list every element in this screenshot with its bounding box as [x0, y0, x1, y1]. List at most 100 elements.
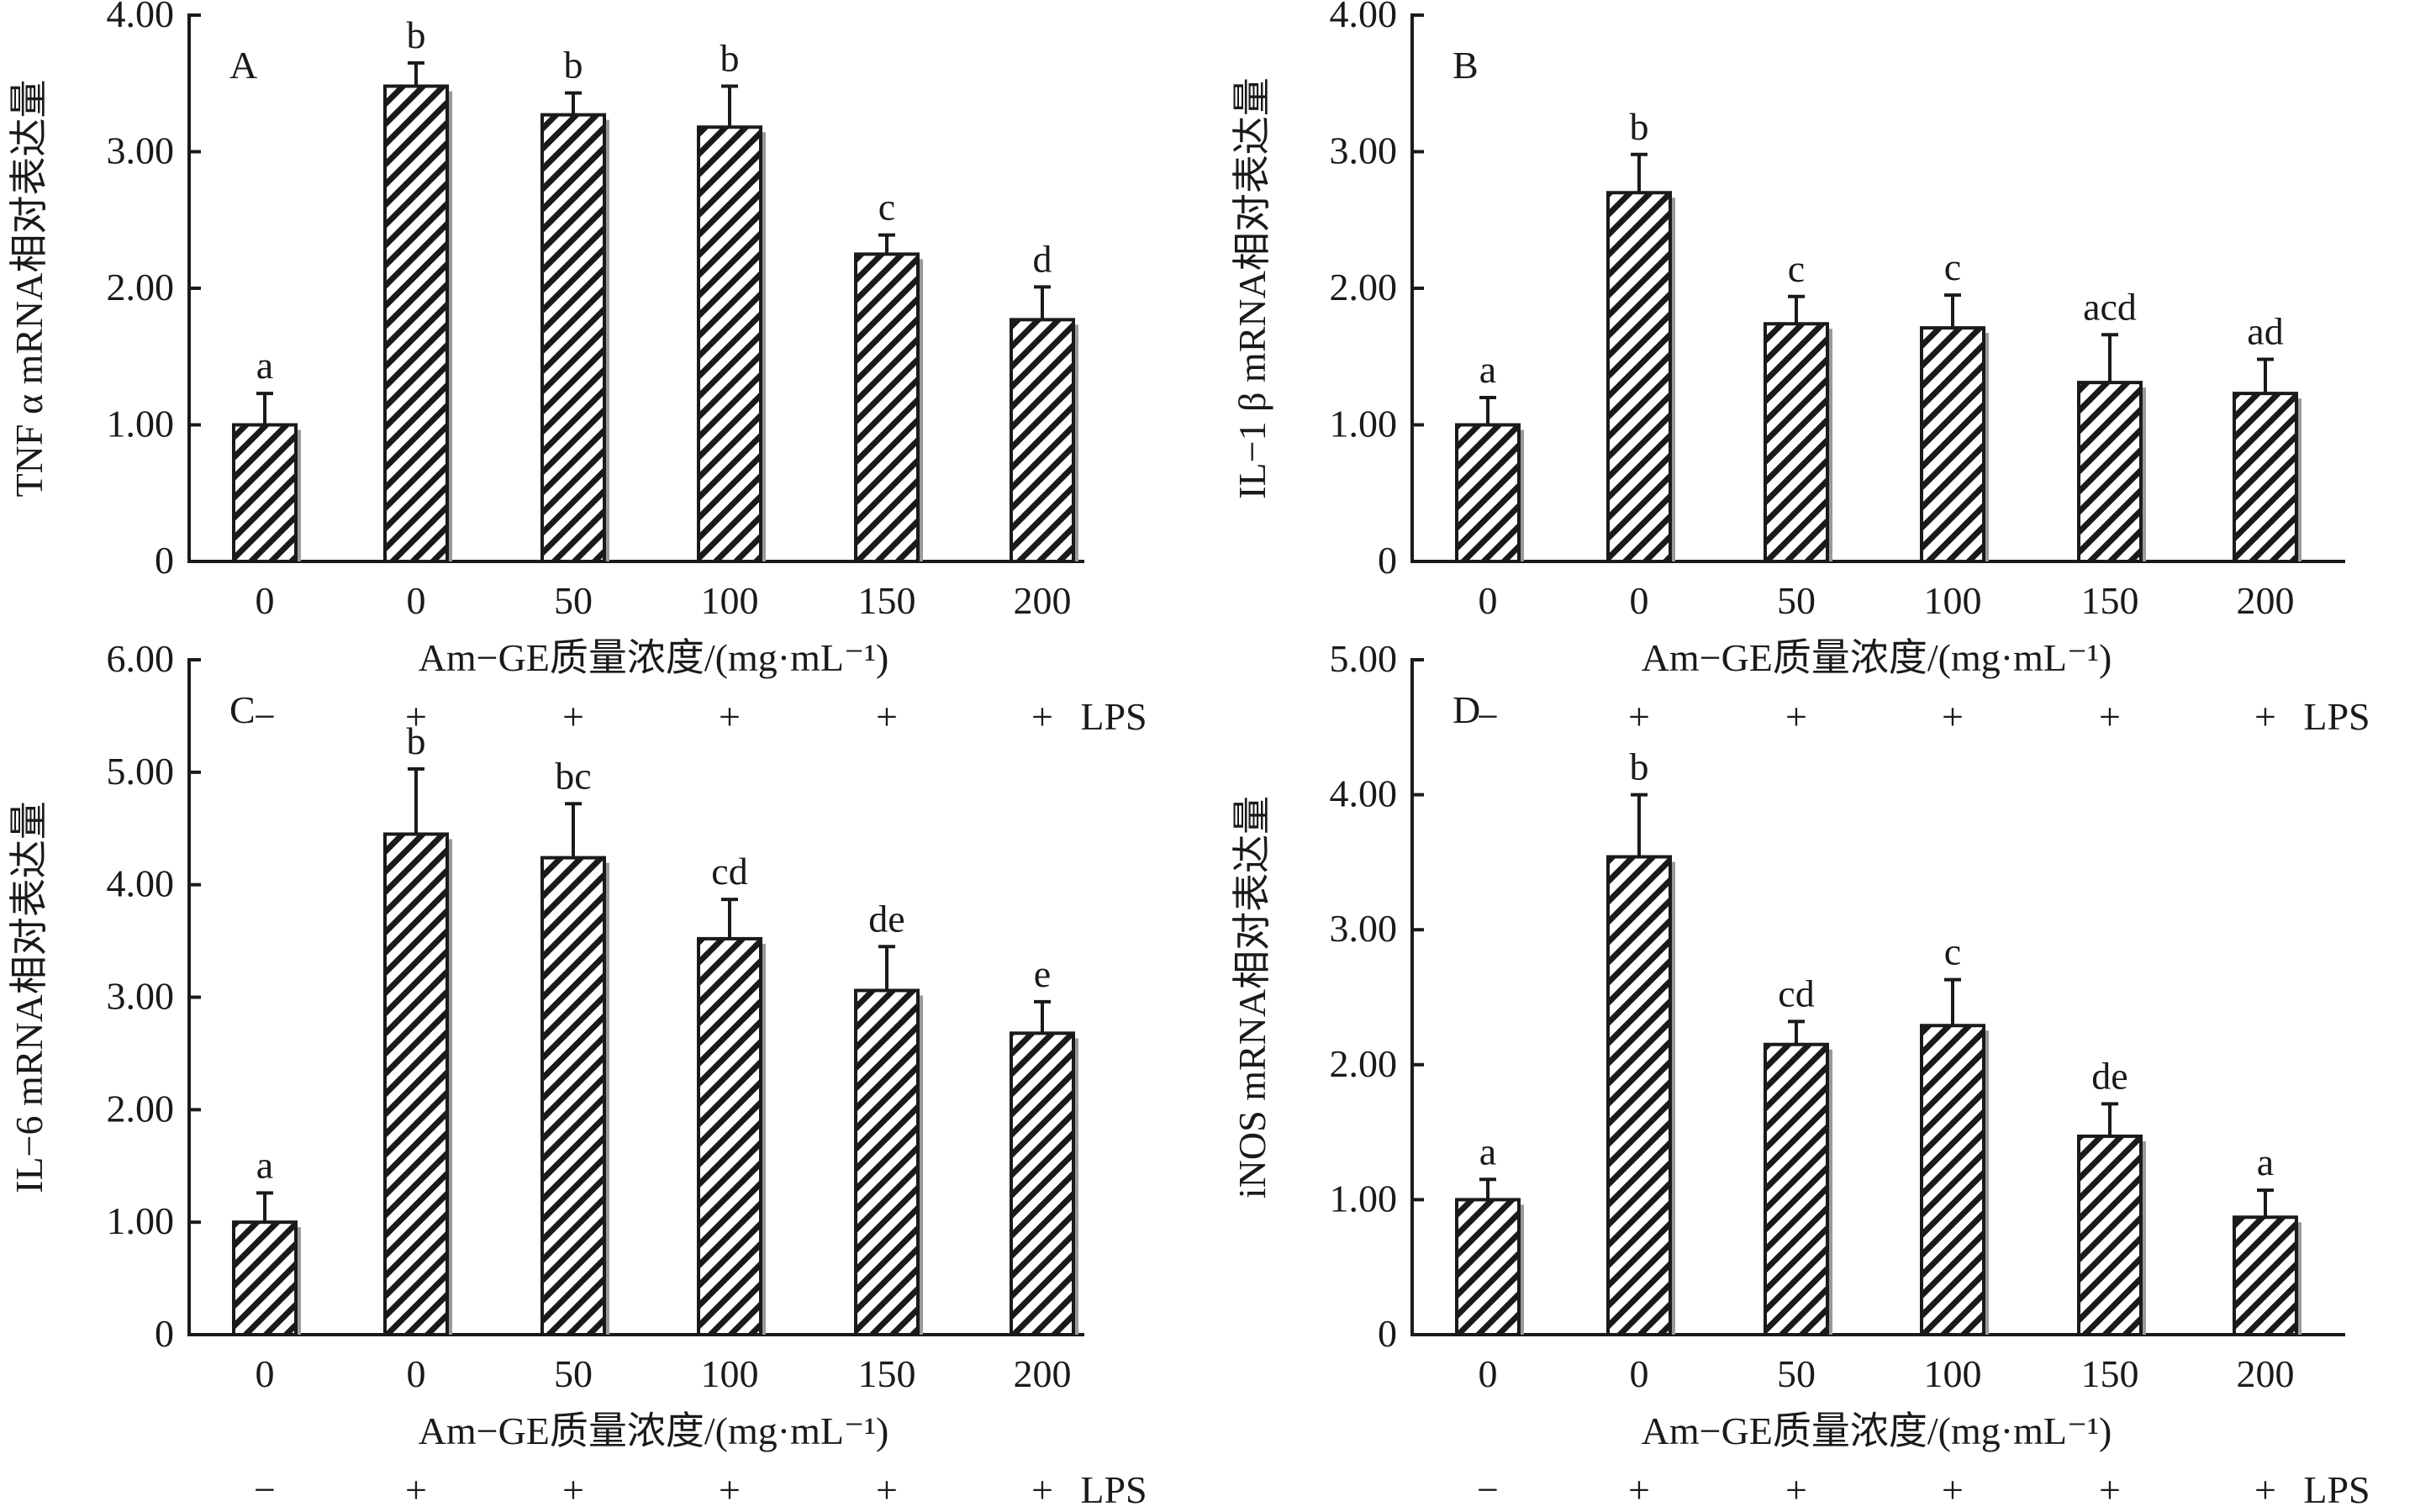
lps-indicator: +: [1785, 695, 1807, 738]
bar: [1920, 326, 1985, 563]
x-tick-label: 0: [256, 579, 275, 622]
bar: [1010, 318, 1075, 563]
x-tick-label: 50: [1777, 579, 1816, 622]
x-tick-label: 0: [1630, 1352, 1649, 1395]
significance-letter: b: [1630, 745, 1649, 788]
panel-letter: C: [229, 688, 256, 731]
significance-letter: b: [407, 719, 426, 762]
bar: [854, 988, 920, 1336]
significance-letter: ad: [2247, 310, 2283, 353]
lps-indicator: +: [876, 695, 898, 738]
bar: [1010, 1031, 1075, 1336]
x-tick-label: 100: [701, 1352, 759, 1395]
lps-indicator: +: [2099, 1468, 2121, 1511]
bar: [854, 252, 920, 563]
y-axis-title: iNOS mRNA相对表达量: [1231, 796, 1273, 1199]
lps-indicator: +: [719, 695, 741, 738]
bar: [232, 423, 298, 563]
bar: [1606, 855, 1672, 1336]
y-axis-title: IL−1 β mRNA相对表达量: [1231, 77, 1273, 499]
bar: [383, 832, 449, 1336]
x-tick-label: 200: [1014, 579, 1072, 622]
significance-letter: b: [564, 44, 583, 87]
bar: [1764, 1042, 1829, 1336]
y-tick-label: 2.00: [107, 1087, 175, 1130]
x-tick-label: 0: [256, 1352, 275, 1395]
y-tick-label: 5.00: [1330, 637, 1398, 680]
chart-panel-a: 0 1.00 2.00 3.00 4.00 TNF α mRNA相对表达量 Aa 0 − b 0 + b…: [8, 0, 1147, 738]
x-tick-label: 50: [554, 1352, 593, 1395]
y-tick-label: 0: [1378, 539, 1397, 582]
x-tick-label: 150: [858, 579, 916, 622]
lps-row-label: LPS: [2303, 1468, 2370, 1511]
lps-indicator: +: [562, 1468, 584, 1511]
bar: [540, 856, 606, 1336]
significance-letter: b: [407, 13, 426, 56]
y-tick-label: 0: [155, 1312, 174, 1355]
lps-indicator: +: [405, 1468, 427, 1511]
lps-indicator: +: [1031, 695, 1053, 738]
significance-letter: c: [878, 186, 895, 229]
y-tick-label: 3.00: [107, 129, 175, 172]
bar: [232, 1220, 298, 1336]
lps-row-label: LPS: [1080, 695, 1147, 738]
bar: [540, 113, 606, 563]
significance-letter: a: [2257, 1141, 2274, 1183]
x-axis-title: Am−GE质量浓度/(mg·mL⁻¹): [419, 1409, 889, 1452]
y-tick-label: 1.00: [107, 1199, 175, 1242]
bar: [697, 125, 762, 563]
lps-indicator: +: [2099, 695, 2121, 738]
y-axis-title: IL−6 mRNA相对表达量: [8, 801, 50, 1193]
lps-indicator: +: [2254, 1468, 2276, 1511]
x-tick-label: 0: [1479, 1352, 1498, 1395]
x-tick-label: 0: [407, 579, 426, 622]
lps-indicator: +: [1628, 695, 1650, 738]
significance-letter: cd: [711, 850, 747, 893]
x-tick-label: 200: [2237, 1352, 2295, 1395]
lps-row-label: LPS: [1080, 1468, 1147, 1511]
x-tick-label: 150: [2081, 579, 2139, 622]
significance-letter: c: [1944, 930, 1961, 973]
y-tick-label: 3.00: [1330, 129, 1398, 172]
significance-letter: a: [1479, 348, 1496, 391]
significance-letter: a: [256, 1143, 273, 1186]
lps-indicator: +: [562, 695, 584, 738]
lps-indicator: −: [1477, 695, 1499, 738]
x-tick-label: 150: [2081, 1352, 2139, 1395]
y-tick-label: 0: [1378, 1312, 1397, 1355]
x-tick-label: 150: [858, 1352, 916, 1395]
y-tick-label: 3.00: [107, 975, 175, 1018]
significance-letter: d: [1033, 237, 1052, 280]
chart-panel-b: 0 1.00 2.00 3.00 4.00 IL−1 β mRNA相对表达量 Ba 0 − b 0 +…: [1231, 0, 2370, 738]
bar: [2233, 1215, 2298, 1336]
significance-letter: de: [868, 897, 904, 940]
y-tick-label: 2.00: [1330, 266, 1398, 308]
bar: [2077, 1134, 2143, 1336]
significance-letter: e: [1034, 952, 1051, 995]
lps-indicator: +: [1785, 1468, 1807, 1511]
y-tick-label: 1.00: [1330, 403, 1398, 445]
bar: [2077, 381, 2143, 563]
lps-indicator: +: [1942, 1468, 1964, 1511]
significance-letter: b: [1630, 105, 1649, 148]
significance-letter: cd: [1778, 972, 1814, 1014]
lps-indicator: +: [405, 695, 427, 738]
x-tick-label: 50: [1777, 1352, 1816, 1395]
panel-letter: B: [1453, 44, 1479, 87]
x-tick-label: 50: [554, 579, 593, 622]
bar: [1920, 1024, 1985, 1336]
significance-letter: de: [2091, 1054, 2127, 1097]
y-tick-label: 4.00: [107, 0, 175, 35]
x-tick-label: 100: [1924, 1352, 1982, 1395]
y-axis-title: TNF α mRNA相对表达量: [8, 80, 50, 498]
lps-indicator: −: [254, 1468, 276, 1511]
chart-panel-c: 0 1.00 2.00 3.00 4.00 5.00 6.00 IL−6 mRNA相对表达量 C…: [8, 637, 1147, 1511]
x-tick-label: 0: [1479, 579, 1498, 622]
y-tick-label: 4.00: [107, 862, 175, 905]
panel-letter: D: [1453, 688, 1480, 731]
x-tick-label: 0: [1630, 579, 1649, 622]
significance-letter: a: [1479, 1130, 1496, 1172]
y-tick-label: 4.00: [1330, 772, 1398, 815]
chart-panel-d: 0 1.00 2.00 3.00 4.00 5.00 iNOS mRNA相对表达量 Da 0 − b…: [1231, 637, 2370, 1511]
x-tick-label: 0: [407, 1352, 426, 1395]
